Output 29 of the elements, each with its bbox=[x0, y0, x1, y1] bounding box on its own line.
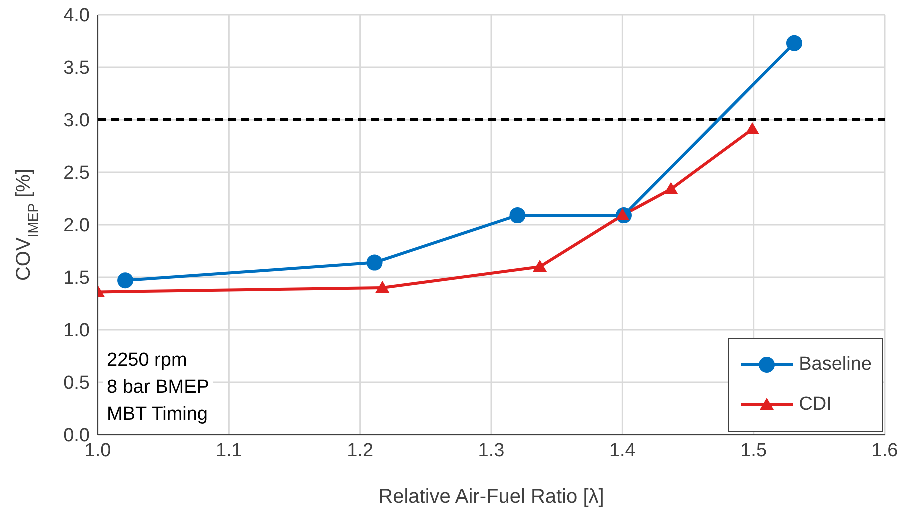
x-tick-label: 1.5 bbox=[740, 440, 768, 462]
y-tick-label: 3.5 bbox=[64, 58, 90, 80]
annotation: 8 bar BMEP bbox=[107, 376, 210, 400]
y-tick-label: 0.5 bbox=[64, 373, 90, 394]
legend-label: CDI bbox=[799, 394, 832, 416]
x-tick-label: 1.4 bbox=[609, 440, 636, 462]
x-tick-label: 1.3 bbox=[478, 440, 505, 462]
annotation: MBT Timing bbox=[107, 403, 210, 427]
point bbox=[366, 254, 383, 271]
point bbox=[118, 272, 134, 289]
point bbox=[786, 35, 802, 52]
annotation: 2250 rpm bbox=[107, 349, 188, 373]
y-tick-label: 4.0 bbox=[64, 6, 90, 27]
x-tick-label: 1.1 bbox=[216, 440, 242, 462]
point bbox=[664, 182, 678, 194]
x-axis-title: Relative Air-Fuel Ratio [λ] bbox=[378, 486, 604, 508]
x-tick-label: 1.6 bbox=[872, 440, 898, 462]
y-tick-label: 2.5 bbox=[64, 163, 90, 184]
legend-label: Baseline bbox=[799, 354, 872, 376]
point bbox=[376, 281, 390, 293]
y-tick-label: 2.0 bbox=[64, 216, 90, 237]
y-tick-label: 1.5 bbox=[64, 268, 90, 290]
point bbox=[746, 122, 760, 134]
point bbox=[533, 260, 548, 272]
point bbox=[616, 208, 630, 221]
point bbox=[510, 208, 526, 224]
y-tick-label: 3.0 bbox=[64, 110, 90, 132]
x-tick-label: 1.2 bbox=[347, 440, 374, 462]
y-tick-label: 1.0 bbox=[64, 320, 90, 342]
